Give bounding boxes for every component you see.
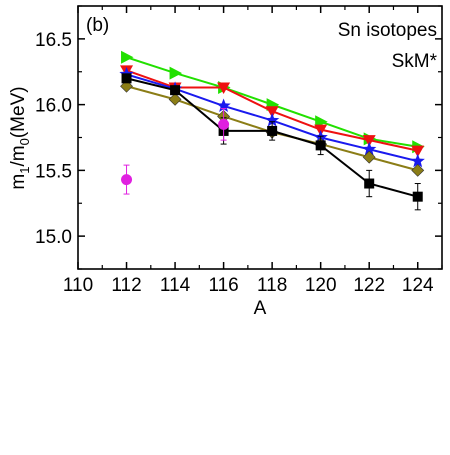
- y-axis-title-unit: (MeV): [8, 86, 29, 138]
- data-point-2-124: [410, 153, 425, 168]
- data-point-3-124: [411, 163, 425, 177]
- data-point-1-122: [362, 135, 376, 147]
- y-tick-label-15.5: 15.5: [35, 161, 72, 182]
- data-point-3-114: [168, 92, 182, 106]
- y-axis-title-m: m: [8, 174, 29, 190]
- ticks-layer: 110 112 114 116 118 120 122 124 15.0 15.5 16.0 16.5: [35, 5, 443, 296]
- data-point-0-114: [169, 66, 183, 80]
- data-point-1-116: [217, 82, 231, 95]
- data-point-4-120: [315, 140, 326, 151]
- y-tick-label-16.5: 16.5: [35, 30, 72, 51]
- data-point-4-112: [121, 73, 132, 84]
- x-tick-label-124: 124: [402, 275, 434, 296]
- series-layer: [119, 50, 425, 211]
- x-tick-label-120: 120: [305, 275, 337, 296]
- series-5-circle: [121, 108, 230, 195]
- x-tick-label-116: 116: [208, 275, 238, 296]
- x-tick-label-110: 110: [63, 275, 93, 296]
- data-point-2-116: [216, 98, 231, 113]
- x-tick-label-122: 122: [353, 275, 385, 296]
- data-point-5-112: [121, 174, 133, 186]
- data-point-0-112: [121, 50, 134, 64]
- data-point-1-118: [265, 106, 279, 118]
- data-point-4-124: [412, 191, 423, 202]
- x-tick-label-118: 118: [257, 275, 287, 296]
- y-axis-title-sub1: 1: [17, 167, 32, 174]
- data-point-4-122: [364, 178, 375, 189]
- data-point-2-122: [362, 141, 377, 156]
- x-axis-title: A: [254, 298, 267, 319]
- y-tick-label-15: 15.0: [35, 227, 72, 248]
- y-axis-title-sub0: 0: [17, 138, 32, 145]
- data-point-3-122: [362, 150, 376, 164]
- data-point-1-124: [411, 145, 425, 158]
- data-point-5-116: [218, 118, 230, 130]
- data-point-4-118: [267, 125, 278, 136]
- annotation-isotopes: Sn isotopes: [338, 20, 437, 41]
- data-point-2-118: [265, 112, 280, 127]
- y-axis-title: m1/m0(MeV): [8, 86, 32, 189]
- data-point-4-114: [170, 85, 181, 96]
- annotation-force: SkM*: [392, 51, 438, 72]
- x-tick-label-114: 114: [160, 275, 191, 296]
- y-axis-title-mid: /m: [8, 145, 29, 166]
- panel-label: (b): [86, 15, 109, 36]
- x-tick-label-112: 112: [111, 275, 141, 296]
- y-tick-label-16: 16.0: [35, 96, 72, 117]
